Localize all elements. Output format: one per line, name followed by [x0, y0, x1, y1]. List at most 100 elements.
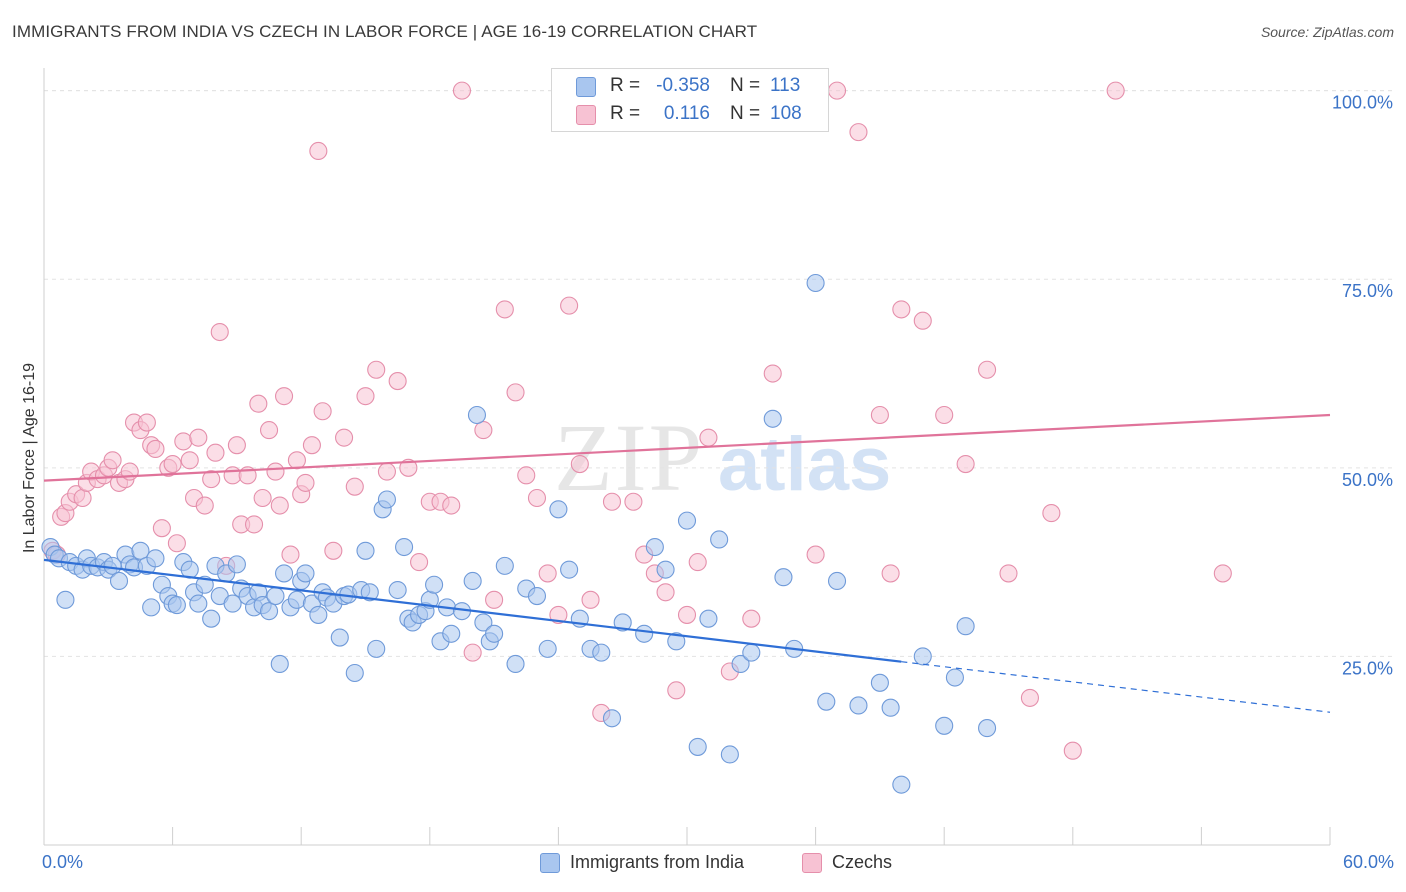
- czechs-point: [152, 519, 171, 538]
- india-point: [742, 643, 761, 662]
- india-point: [485, 624, 504, 643]
- india-point: [296, 564, 315, 583]
- x-axis-max-label: 60.0%: [1342, 852, 1394, 872]
- india-point: [330, 628, 349, 647]
- legend-row-czechs: R = 0.116 N = 108: [552, 100, 828, 128]
- india-point: [395, 537, 414, 557]
- czechs-point: [1042, 504, 1061, 523]
- india-point: [602, 709, 622, 728]
- india-point: [467, 405, 487, 425]
- india-point: [463, 571, 482, 591]
- czechs-point: [463, 643, 482, 662]
- india-point: [474, 613, 493, 632]
- india-point: [356, 541, 375, 560]
- czechs-point: [296, 473, 315, 492]
- india-point: [227, 555, 246, 574]
- bottom-legend-label-czechs: Czechs: [832, 852, 893, 872]
- czechs-point: [356, 387, 375, 406]
- legend-r-value-czechs: 0.116: [663, 103, 710, 124]
- czechs-point: [244, 515, 264, 534]
- india-point: [592, 643, 611, 662]
- czechs-point: [210, 322, 229, 342]
- india-point: [275, 564, 294, 583]
- czechs-point: [345, 477, 364, 496]
- czechs-point: [1213, 564, 1232, 583]
- czechs-point: [570, 454, 589, 474]
- czechs-point: [1020, 688, 1039, 707]
- watermark: ZIP atlas: [554, 404, 891, 511]
- czechs-point: [485, 590, 504, 609]
- czechs-point: [202, 470, 221, 489]
- czechs-point: [806, 545, 825, 564]
- india-point: [56, 590, 75, 609]
- bottom-legend-india: Immigrants from India: [540, 852, 744, 873]
- czechs-point: [377, 462, 396, 481]
- czechs-point: [324, 541, 343, 560]
- india-point: [560, 560, 579, 579]
- legend-r-label: R =: [610, 103, 641, 124]
- india-point: [817, 692, 836, 711]
- czechs-point: [742, 609, 761, 628]
- czechs-point: [163, 454, 182, 474]
- x-axis-min-label: 0.0%: [42, 852, 84, 872]
- india-point: [495, 556, 514, 575]
- legend-swatch-india: [576, 77, 596, 97]
- czechs-point: [313, 402, 332, 421]
- czechs-point: [287, 451, 306, 470]
- czechs-point: [410, 553, 429, 572]
- india-point: [167, 596, 186, 615]
- czechs-point: [103, 451, 122, 470]
- correlation-legend: R = -0.358 N = 113 R = 0.116 N = 108: [551, 68, 829, 132]
- india-point: [710, 530, 729, 549]
- india-point: [506, 654, 525, 674]
- czechs-point: [517, 466, 536, 485]
- czechs-point: [442, 496, 461, 515]
- india-point: [945, 668, 964, 687]
- india-point: [731, 654, 750, 674]
- india-point: [442, 624, 461, 643]
- czechs-point: [1063, 741, 1082, 760]
- india-point: [259, 602, 279, 621]
- legend-swatch-czechs: [576, 105, 596, 125]
- india-point: [270, 654, 289, 674]
- czechs-point: [388, 372, 407, 391]
- india-point: [377, 490, 396, 509]
- india-point: [425, 575, 444, 594]
- india-point: [613, 613, 632, 632]
- legend-n-label: N =: [730, 75, 761, 96]
- czechs-point: [935, 405, 954, 425]
- czechs-point: [999, 564, 1018, 583]
- czechs-point: [881, 564, 900, 583]
- czechs-point: [1106, 81, 1125, 100]
- india-point: [978, 719, 997, 738]
- czechs-point: [506, 383, 525, 402]
- grid-lines: [44, 90, 1395, 657]
- czechs-point: [892, 300, 911, 319]
- czechs-point: [195, 496, 214, 515]
- bottom-legend-swatch-czechs: [802, 852, 822, 873]
- india-point: [667, 632, 686, 651]
- trend-lines: [43, 413, 1331, 713]
- source-label: Source: ZipAtlas.com: [1260, 24, 1394, 40]
- india-trend-line: [43, 558, 902, 663]
- india-point: [913, 647, 932, 666]
- india-trend-extension: [901, 661, 1331, 713]
- series-immigrants-from-india: [41, 273, 997, 794]
- legend-r-value-india: -0.358: [656, 75, 710, 96]
- legend-row-india: R = -0.358 N = 113: [552, 72, 828, 100]
- india-point: [549, 500, 568, 519]
- czechs-point: [870, 405, 889, 425]
- india-point: [189, 594, 208, 613]
- india-point: [287, 590, 306, 609]
- czechs-point: [275, 387, 294, 406]
- czechs-point: [827, 81, 847, 100]
- legend-n-value-india: 113: [770, 75, 801, 96]
- y-tick-labels: 25.0% 50.0% 75.0% 100.0%: [1332, 93, 1393, 679]
- axes: [43, 68, 1331, 846]
- india-point: [763, 409, 782, 428]
- czechs-point: [206, 443, 225, 462]
- czechs-point: [399, 458, 418, 477]
- india-point: [881, 698, 900, 717]
- india-point: [656, 560, 675, 579]
- czechs-point: [249, 394, 268, 413]
